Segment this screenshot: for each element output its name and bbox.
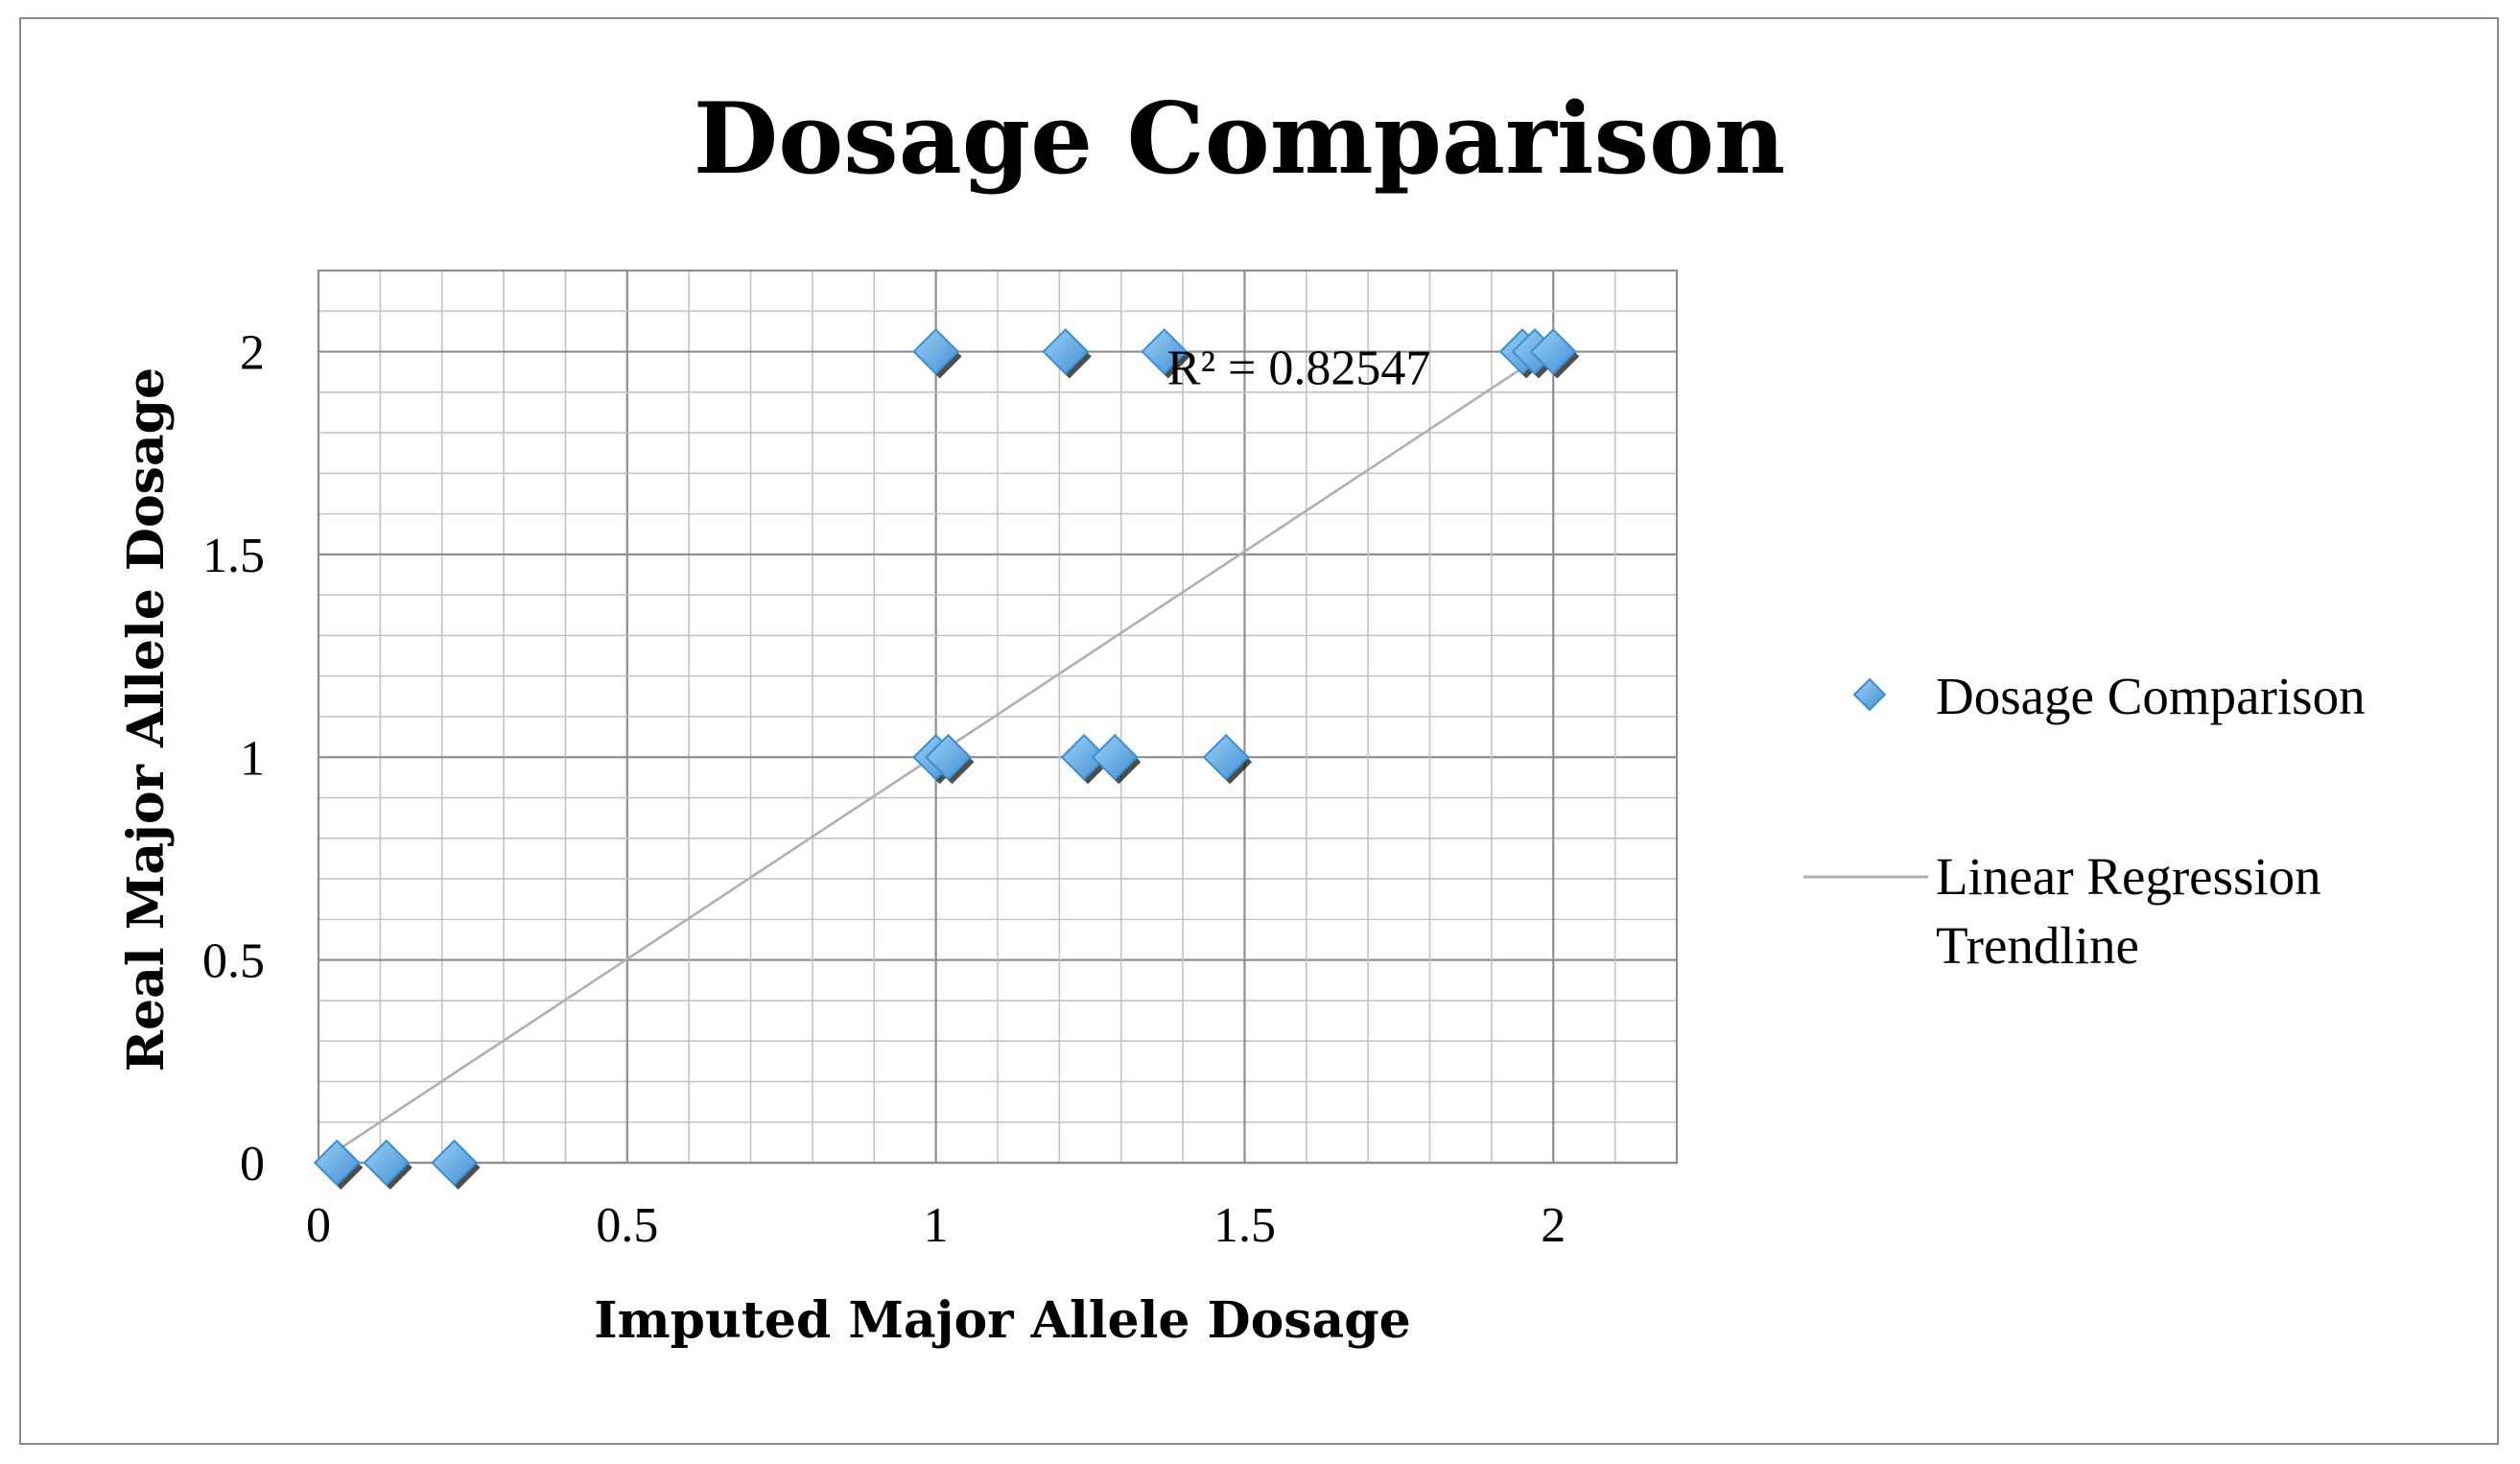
x-tick-label: 2: [1541, 1198, 1566, 1253]
legend-label-trendline: Linear Regression Trendline: [1936, 847, 2321, 975]
y-tick-label: 2: [240, 326, 265, 381]
r-squared-label: R² = 0.82547: [1167, 342, 1431, 396]
data-point: [1091, 733, 1139, 781]
data-point: [1141, 328, 1189, 375]
data-point: [431, 1139, 479, 1187]
data-point: [1202, 733, 1250, 781]
plot-border: [317, 269, 1679, 1165]
data-point: [1060, 733, 1108, 781]
data-point: [363, 1139, 411, 1187]
data-point: [925, 733, 972, 781]
chart-frame: Dosage Comparison 0 0.5 1 1.5 2 0 0.5 1 1.5 2 R² =…: [19, 17, 2499, 1445]
legend-label-trendline-line: Linear Regression: [1936, 847, 2321, 906]
x-tick-label: 1: [924, 1198, 949, 1253]
y-axis-title: Real Major Allele Dosage: [117, 367, 176, 1072]
data-point: [1042, 328, 1090, 375]
y-tick-label: 1: [240, 731, 265, 786]
legend-marker-diamond: [1852, 677, 1887, 712]
x-axis-title: Imputed Major Allele Dosage: [594, 1291, 1410, 1350]
chart-title: Dosage Comparison: [694, 82, 1785, 197]
data-point: [1529, 328, 1577, 375]
legend: Dosage Comparison Linear Regression Trend…: [1803, 667, 2366, 975]
x-tick-label: 0.5: [596, 1198, 658, 1253]
legend-label-trendline-line: Trendline: [1936, 916, 2139, 975]
y-tick-label: 0.5: [202, 934, 265, 989]
x-tick-label: 0: [306, 1198, 331, 1253]
data-point: [313, 1139, 361, 1187]
legend-entry-dosage-comparison: Dosage Comparison: [1852, 667, 2366, 725]
legend-entry-trendline: Linear Regression Trendline: [1803, 847, 2321, 975]
y-tick-label: 0: [240, 1137, 265, 1192]
plot-area: 0 0.5 1 1.5 2 0 0.5 1 1.5 2 R² = 0.82547: [202, 269, 1679, 1253]
chart-svg: Dosage Comparison 0 0.5 1 1.5 2 0 0.5 1 1.5 2 R² =…: [117, 82, 2366, 1350]
data-point: [912, 328, 960, 375]
x-tick-label: 1.5: [1213, 1198, 1276, 1253]
legend-label-dosage-comparison: Dosage Comparison: [1936, 667, 2366, 725]
y-tick-label: 1.5: [202, 529, 265, 583]
